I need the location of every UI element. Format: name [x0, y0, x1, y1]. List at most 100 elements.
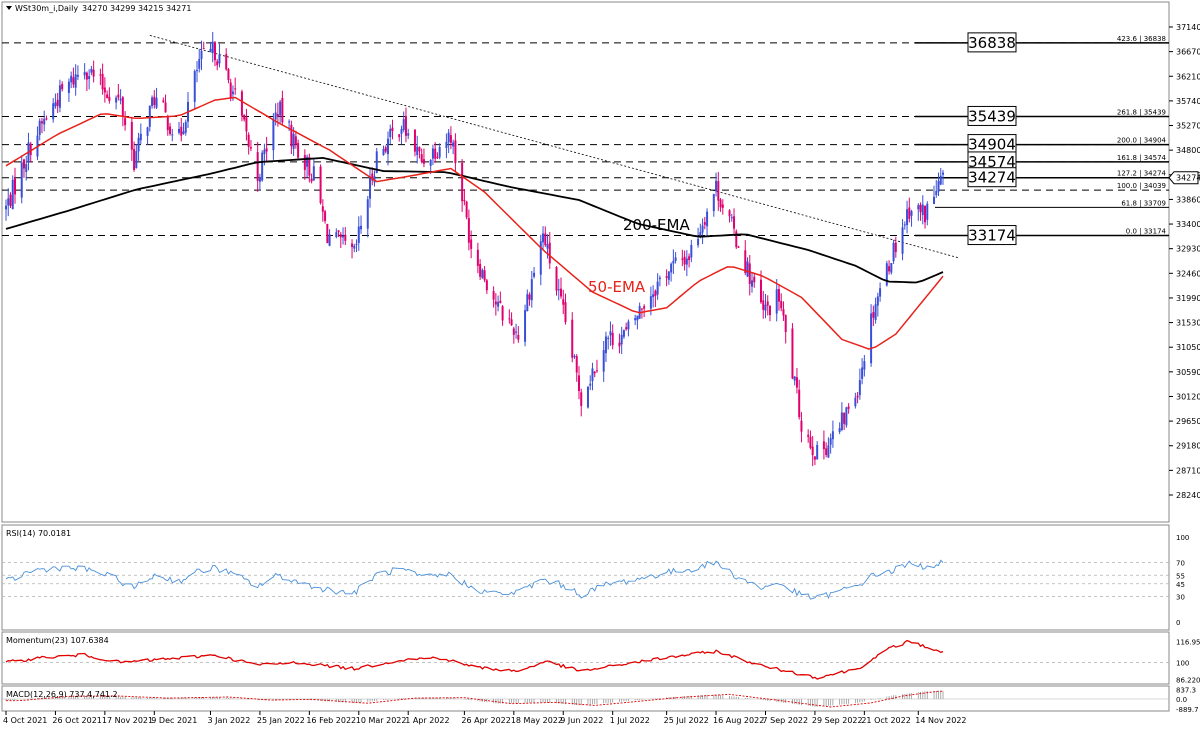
candle-body: [733, 216, 736, 229]
price-tick-label: 29180: [1176, 442, 1200, 451]
candle-body: [816, 444, 819, 460]
candle-body: [461, 162, 464, 202]
candle-body: [339, 234, 342, 238]
candle-body: [843, 412, 846, 424]
time-tick-label: 4 Oct 2021: [3, 716, 47, 725]
candle-body: [240, 91, 243, 116]
candle-body: [831, 431, 834, 440]
momentum-tick-label: 116.952: [1176, 638, 1200, 646]
candle-body: [85, 72, 88, 80]
candle-body: [180, 126, 183, 136]
ema50-label: 50-EMA: [588, 278, 646, 296]
macd-title: MACD(12,26,9) 737.4,741.2: [6, 690, 118, 699]
rsi-line: [5, 559, 944, 600]
candle-body: [106, 94, 109, 98]
price-axis: 3714036670362103574035270348003433033860…: [1169, 23, 1200, 500]
candle-body: [76, 74, 79, 77]
candle-body: [822, 441, 825, 450]
candle-body: [888, 266, 891, 272]
candle-body: [386, 138, 389, 155]
time-tick-label: 26 Oct 2021: [52, 716, 101, 725]
candle-body: [847, 406, 850, 409]
candle-body: [83, 72, 86, 76]
candle-body: [685, 258, 688, 265]
candle-body: [908, 207, 911, 219]
candle-body: [326, 223, 329, 243]
candle-body: [5, 205, 7, 210]
candle-body: [67, 81, 70, 93]
candle-body: [627, 321, 630, 330]
candle-body: [261, 152, 264, 181]
candle-body: [602, 350, 605, 372]
candle-body: [389, 128, 392, 138]
ema-lines: [5, 96, 944, 350]
candle-body: [892, 242, 895, 262]
candle-body: [807, 434, 810, 437]
candle-body: [229, 82, 232, 98]
candle-body: [74, 74, 77, 88]
candle-body: [166, 116, 169, 131]
candle-body: [281, 98, 284, 123]
rsi-tick-label: 45: [1176, 581, 1185, 589]
candle-body: [557, 289, 560, 291]
candle-body: [517, 334, 520, 340]
candle-body: [200, 50, 203, 60]
candle-body: [274, 112, 277, 120]
candle-body: [840, 412, 843, 430]
price-tick-label: 28240: [1176, 491, 1200, 500]
candle-body: [130, 122, 133, 150]
fib-label: 100.0 | 34039: [1117, 182, 1166, 190]
momentum-series: 116.952 100 86.2206: [2, 638, 1200, 685]
rsi-tick-label: 30: [1176, 594, 1185, 602]
candle-body: [921, 204, 924, 216]
time-tick-label: 25 Jul 2022: [664, 716, 709, 725]
candle-body: [108, 96, 111, 101]
candle-body: [398, 134, 401, 138]
rsi-tick-label: 0: [1176, 619, 1180, 627]
candle-body: [308, 157, 311, 176]
candle-body: [310, 178, 313, 182]
candle-body: [216, 61, 219, 66]
candle-body: [115, 97, 118, 103]
candle-body: [701, 225, 704, 233]
candle-body: [420, 154, 423, 162]
candle-body: [564, 302, 567, 323]
candle-body: [688, 256, 691, 261]
candle-body: [133, 149, 136, 170]
chart-menu-icon[interactable]: [6, 6, 12, 10]
rsi-tick-label: 55: [1176, 572, 1185, 580]
candle-body: [555, 267, 558, 291]
candle-body: [371, 173, 374, 181]
macd-panel-frame: [1, 685, 1170, 712]
candle-body: [515, 331, 518, 333]
candle-body: [609, 331, 612, 336]
candle-body: [319, 166, 322, 204]
candle-body: [634, 318, 637, 321]
fib-label: 161.8 | 34574: [1117, 154, 1167, 162]
fib-label: 200.0 | 34904: [1117, 137, 1167, 145]
candle-body: [782, 309, 785, 316]
current-price-tag: [1168, 171, 1199, 185]
candle-body: [768, 306, 771, 316]
candle-body: [9, 194, 12, 206]
candle-body: [595, 370, 598, 372]
macd-series: 837.30.0 -889.7: [2, 687, 1199, 714]
level-value-label: 33174: [968, 227, 1016, 245]
candle-body: [422, 159, 425, 164]
time-tick-label: 21 Oct 2022: [861, 716, 910, 725]
candles: [5, 31, 944, 467]
candle-body: [539, 241, 542, 275]
candle-body: [303, 155, 306, 170]
candle-body: [874, 304, 877, 321]
candle-body: [463, 199, 466, 202]
candle-body: [706, 211, 709, 227]
candle-body: [811, 446, 814, 456]
candle-body: [580, 392, 583, 406]
rsi-tick-label: 70: [1176, 560, 1185, 568]
candle-body: [744, 250, 747, 273]
candle-body: [135, 151, 138, 169]
